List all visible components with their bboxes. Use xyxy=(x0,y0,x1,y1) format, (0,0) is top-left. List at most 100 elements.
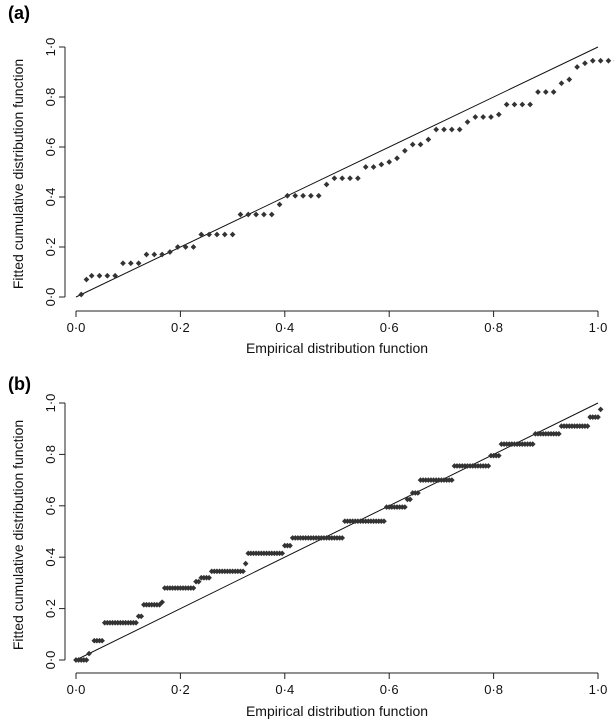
data-point xyxy=(242,560,249,567)
data-point xyxy=(355,175,361,182)
data-point xyxy=(127,260,134,267)
data-point xyxy=(331,175,338,182)
data-point xyxy=(362,164,369,170)
data-point xyxy=(449,126,455,133)
data-point xyxy=(287,542,293,549)
x-tick-label: 0·0 xyxy=(67,682,86,697)
y-tick-label: 0·4 xyxy=(43,188,58,207)
data-point xyxy=(409,141,416,148)
data-point xyxy=(315,192,322,199)
data-point xyxy=(589,57,596,64)
data-point xyxy=(347,175,353,182)
y-tick-label: 1·0 xyxy=(43,38,58,57)
panel-label-a: (a) xyxy=(8,3,30,23)
data-point xyxy=(495,452,502,459)
data-point xyxy=(229,231,236,238)
data-point xyxy=(112,272,118,279)
data-point xyxy=(151,251,158,258)
data-point xyxy=(488,114,494,120)
data-point xyxy=(120,260,126,267)
points-a xyxy=(78,57,614,298)
data-point xyxy=(519,101,526,108)
y-tick-label: 0·0 xyxy=(43,288,58,307)
data-point xyxy=(485,463,492,469)
y-tick-label: 0·4 xyxy=(43,548,58,567)
data-point xyxy=(495,111,502,118)
data-point xyxy=(253,211,259,218)
data-point xyxy=(86,650,92,657)
data-point xyxy=(279,550,286,557)
data-point xyxy=(190,244,197,250)
data-point xyxy=(394,155,400,162)
data-point xyxy=(550,89,557,95)
data-point xyxy=(276,201,283,208)
y-tick-label: 0·8 xyxy=(43,88,58,107)
reference-line xyxy=(75,46,599,298)
data-point xyxy=(268,211,275,218)
data-point xyxy=(472,114,479,120)
data-point xyxy=(300,192,306,199)
panel-b: (b) 0·0 0·2 0·4 0·6 0·8 1·0 0·0 0·2 0·4 0·6 0·8 1·… xyxy=(8,374,607,719)
x-tick-label: 1·0 xyxy=(589,320,608,335)
data-point xyxy=(240,568,246,575)
data-point xyxy=(449,477,455,483)
y-tick-label: 0·6 xyxy=(43,138,58,157)
data-point xyxy=(415,490,421,496)
x-axis-b: 0·0 0·2 0·4 0·6 0·8 1·0 xyxy=(67,672,608,697)
data-point xyxy=(284,192,291,199)
panel-label-b: (b) xyxy=(8,374,31,394)
data-point xyxy=(480,114,486,120)
data-point xyxy=(99,637,105,644)
y-axis-a: 0·0 0·2 0·4 0·6 0·8 1·0 xyxy=(43,38,66,307)
data-point xyxy=(511,101,518,108)
data-point xyxy=(237,211,244,218)
data-point xyxy=(402,504,408,510)
data-point xyxy=(182,244,189,250)
data-point xyxy=(378,161,385,168)
y-tick-label: 0·2 xyxy=(43,238,58,257)
data-point xyxy=(542,89,549,95)
data-point xyxy=(88,272,95,279)
y-tick-label: 0·6 xyxy=(43,496,58,515)
data-point xyxy=(402,147,408,154)
y-tick-label: 0·2 xyxy=(43,599,58,618)
data-point xyxy=(584,423,591,429)
data-point xyxy=(214,231,220,238)
data-point xyxy=(425,136,432,143)
x-tick-label: 0·6 xyxy=(380,320,399,335)
data-point xyxy=(104,272,111,279)
data-point xyxy=(503,101,510,108)
data-point xyxy=(96,272,103,279)
data-point xyxy=(407,496,413,503)
data-point xyxy=(159,599,165,606)
x-axis-a: 0·0 0·2 0·4 0·6 0·8 1·0 xyxy=(67,310,608,335)
reference-line-a xyxy=(75,46,599,298)
data-point xyxy=(206,231,212,238)
x-tick-label: 1·0 xyxy=(589,682,608,697)
x-axis-title-a: Empirical distribution function xyxy=(246,340,428,356)
data-point xyxy=(441,126,447,133)
data-point xyxy=(597,406,604,413)
data-point xyxy=(574,64,580,70)
data-point xyxy=(78,291,85,298)
data-point xyxy=(133,619,139,626)
data-point xyxy=(595,414,601,420)
data-point xyxy=(323,181,330,188)
data-point xyxy=(535,89,541,95)
panel-a: (a) 0·0 0·2 0·4 0·6 0·8 1·0 0·0 0·2 0·4 0·6 0·8 1·… xyxy=(8,3,614,356)
data-point xyxy=(159,251,165,258)
data-point xyxy=(261,211,267,218)
data-point xyxy=(195,578,202,585)
data-point xyxy=(582,60,588,67)
data-point xyxy=(135,260,142,267)
x-tick-label: 0·4 xyxy=(275,320,294,335)
data-point xyxy=(339,535,346,541)
data-point xyxy=(83,276,90,283)
x-tick-label: 0·2 xyxy=(171,682,190,697)
x-tick-label: 0·6 xyxy=(380,682,399,697)
data-point xyxy=(464,119,471,125)
points-b xyxy=(73,406,604,663)
data-point xyxy=(198,231,205,238)
data-point xyxy=(174,244,181,250)
